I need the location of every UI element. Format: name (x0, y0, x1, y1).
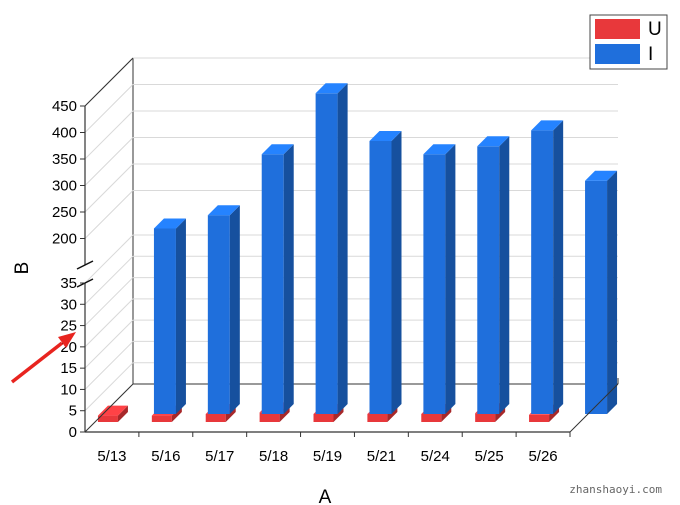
x-tick-label: 5/18 (259, 448, 288, 465)
y-tick-label: 200 (52, 231, 77, 248)
bar-i-5-21 (423, 144, 456, 414)
x-tick-label: 5/16 (151, 448, 180, 465)
bar-i-5-13 (153, 218, 186, 414)
bar-i-5-16 (207, 205, 240, 414)
legend-swatch-i (595, 44, 640, 64)
y-tick-label: 25 (60, 318, 77, 335)
y-tick-label: 400 (52, 125, 77, 142)
watermark: zhanshaoyi.com (569, 483, 662, 496)
legend-swatch-u (595, 19, 640, 39)
bar-i-5-26 (585, 170, 618, 414)
x-tick-label: 5/24 (421, 448, 450, 465)
legend-label-i: I (648, 44, 653, 65)
bar-i-5-25 (531, 120, 564, 415)
y-tick-label: 450 (52, 98, 77, 115)
chart-bars (97, 83, 618, 422)
y-tick-label: 15 (60, 360, 77, 377)
legend-label-u: U (648, 19, 662, 40)
bar-i-5-24 (477, 136, 510, 415)
bar-i-5-19 (369, 131, 402, 414)
x-tick-label: 5/13 (97, 448, 126, 465)
bar-i-5-18 (315, 83, 348, 415)
x-tick-label: 5/17 (205, 448, 234, 465)
legend: U I (589, 14, 668, 70)
y-tick-label: 30 (60, 296, 77, 313)
y-tick-label: 5 (69, 403, 77, 420)
y-axis-title: B (12, 262, 33, 275)
y-tick-label: 300 (52, 178, 77, 195)
y-tick-label: 250 (52, 204, 77, 221)
x-tick-label: 5/26 (528, 448, 557, 465)
break-annotation-arrow (10, 332, 76, 384)
x-tick-label: 5/21 (367, 448, 396, 465)
y-tick-label: 10 (60, 381, 77, 398)
x-tick-label: 5/19 (313, 448, 342, 465)
y-tick-label: 0 (69, 424, 77, 441)
x-axis-title: A (319, 487, 332, 505)
bar-i-5-17 (261, 144, 294, 414)
y-tick-label: 35 (60, 275, 77, 292)
x-tick-label: 5/25 (475, 448, 504, 465)
bar-u-5-13 (97, 405, 128, 422)
y-tick-label: 350 (52, 151, 77, 168)
